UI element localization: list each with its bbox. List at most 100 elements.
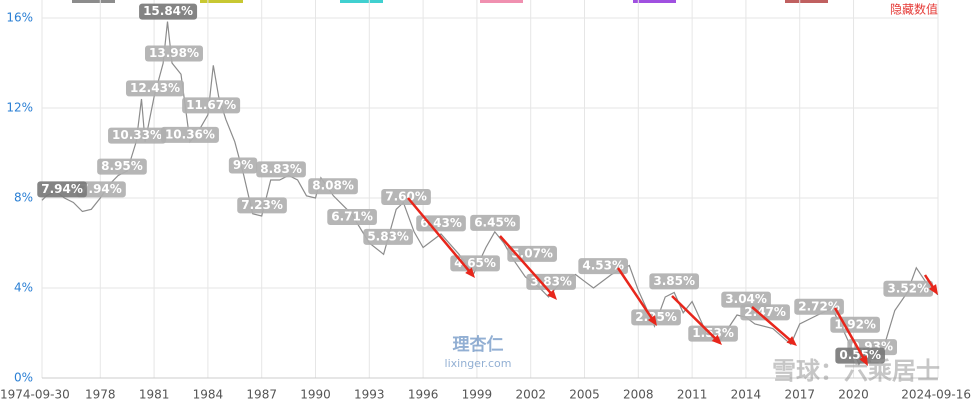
x-tick-label: 1981 <box>139 388 170 402</box>
arrow-shaft <box>751 306 794 344</box>
value-label-text: 2.25% <box>635 310 677 324</box>
value-label: 4.53% <box>578 258 628 275</box>
value-label-box <box>883 280 934 297</box>
arrow-head <box>547 289 557 300</box>
value-label-text: 4.65% <box>454 256 496 270</box>
value-label-text: 5.07% <box>511 246 553 260</box>
watermark-logo: 理杏仁 <box>453 334 504 355</box>
value-label-text: 15.84% <box>143 4 193 18</box>
value-label-text: 2.72% <box>798 299 840 313</box>
value-label-text: 6.71% <box>331 210 373 224</box>
value-label-box <box>37 181 87 198</box>
value-label-text: 7.60% <box>385 190 427 204</box>
y-tick-label: 4% <box>14 281 33 295</box>
value-label: 5.83% <box>363 228 413 245</box>
arrow-head <box>647 315 657 326</box>
value-label-text: 3.83% <box>530 274 572 288</box>
value-label: 2.72% <box>794 298 844 315</box>
value-label-text: 1.92% <box>834 317 876 331</box>
value-label-box <box>688 325 738 342</box>
value-label-box <box>125 80 184 97</box>
value-label-box <box>649 273 700 290</box>
value-label-text: 12.43% <box>130 81 180 95</box>
value-label-text: 7.23% <box>241 198 283 212</box>
value-label-text: 11.67% <box>186 98 236 112</box>
value-label: 12.43% <box>125 80 184 97</box>
x-tick-label: 2014 <box>731 388 762 402</box>
value-label: 7.94% <box>37 181 87 198</box>
x-tick-label: 2017 <box>784 388 815 402</box>
x-tick-label: 2002 <box>515 388 546 402</box>
value-label: 3.85% <box>649 273 700 290</box>
value-label: 6.45% <box>470 214 520 231</box>
value-label: 6.71% <box>327 209 377 226</box>
legend-swatch <box>200 0 243 3</box>
arrow-shaft <box>407 197 473 275</box>
arrow-head <box>928 284 938 295</box>
value-label-box <box>108 127 167 144</box>
value-label: 2.25% <box>631 309 681 326</box>
series-line <box>41 21 939 366</box>
value-label-text: 3.52% <box>887 281 929 295</box>
legend-swatch <box>340 0 383 3</box>
value-label: 10.33% <box>108 127 167 144</box>
value-label-text: 7.94% <box>80 182 122 196</box>
value-label-text: 6.43% <box>420 216 462 230</box>
x-tick-label: 1974-09-30 <box>0 388 70 402</box>
hide-values-button[interactable]: 隐藏数值 <box>890 2 938 17</box>
value-label-text: 3.04% <box>725 292 767 306</box>
value-label-box <box>450 255 500 272</box>
value-label: 3.04% <box>721 291 771 308</box>
value-label-box <box>327 209 377 226</box>
value-label-box <box>835 347 885 364</box>
value-label-text: 3.85% <box>653 274 695 288</box>
value-label: 13.98% <box>145 45 203 62</box>
value-label: 1.92% <box>830 316 880 333</box>
value-label-box <box>631 309 681 326</box>
y-tick-label: 16% <box>6 11 33 25</box>
x-tick-label: 2005 <box>569 388 600 402</box>
value-label-box <box>721 291 771 308</box>
watermark-author: 雪球：六乘居士 <box>772 357 940 385</box>
arrow-shaft <box>671 295 719 342</box>
value-label: 9% <box>228 157 258 174</box>
arrows <box>407 197 938 366</box>
x-tick-label: 2020 <box>838 388 869 402</box>
watermark: 理杏仁 lixinger.com 雪球：六乘居士 <box>445 334 940 385</box>
value-label: 3.83% <box>526 273 576 290</box>
x-tick-label: 2024-09-16 <box>901 388 971 402</box>
x-tick-label: 1999 <box>462 388 493 402</box>
legend-swatches <box>72 0 828 3</box>
value-label-text: 6.45% <box>474 215 516 229</box>
value-label-text: 0.55% <box>839 348 881 362</box>
x-tick-label: 1978 <box>85 388 116 402</box>
y-tick-label: 12% <box>6 101 33 115</box>
value-label: 7.60% <box>381 189 431 205</box>
value-label-box <box>76 181 126 198</box>
value-label-box <box>578 258 628 275</box>
value-label: 11.67% <box>182 97 241 114</box>
value-label-box <box>256 161 306 178</box>
x-tick-label: 1996 <box>408 388 439 402</box>
value-label-text: 1.53% <box>692 326 734 340</box>
value-label: 10.36% <box>160 126 219 143</box>
value-label: 1.53% <box>688 325 738 342</box>
value-label-text: 10.33% <box>112 128 162 142</box>
arrow-shaft <box>499 235 554 297</box>
y-tick-label: 8% <box>14 191 33 205</box>
value-label-box <box>308 178 358 195</box>
value-label-box <box>160 126 219 143</box>
value-label-box <box>363 228 413 245</box>
y-tick-label: 0% <box>14 371 33 385</box>
value-label-text: 4.53% <box>582 259 624 273</box>
value-label-box <box>381 189 431 205</box>
value-label: 8.08% <box>308 178 358 195</box>
value-label-text: 8.83% <box>260 162 302 176</box>
arrow-head <box>859 355 868 366</box>
arrow-shaft <box>616 267 655 322</box>
legend-swatch <box>480 0 523 3</box>
legend-swatch <box>785 0 828 3</box>
value-label-box <box>794 298 844 315</box>
value-label-box <box>416 215 466 232</box>
